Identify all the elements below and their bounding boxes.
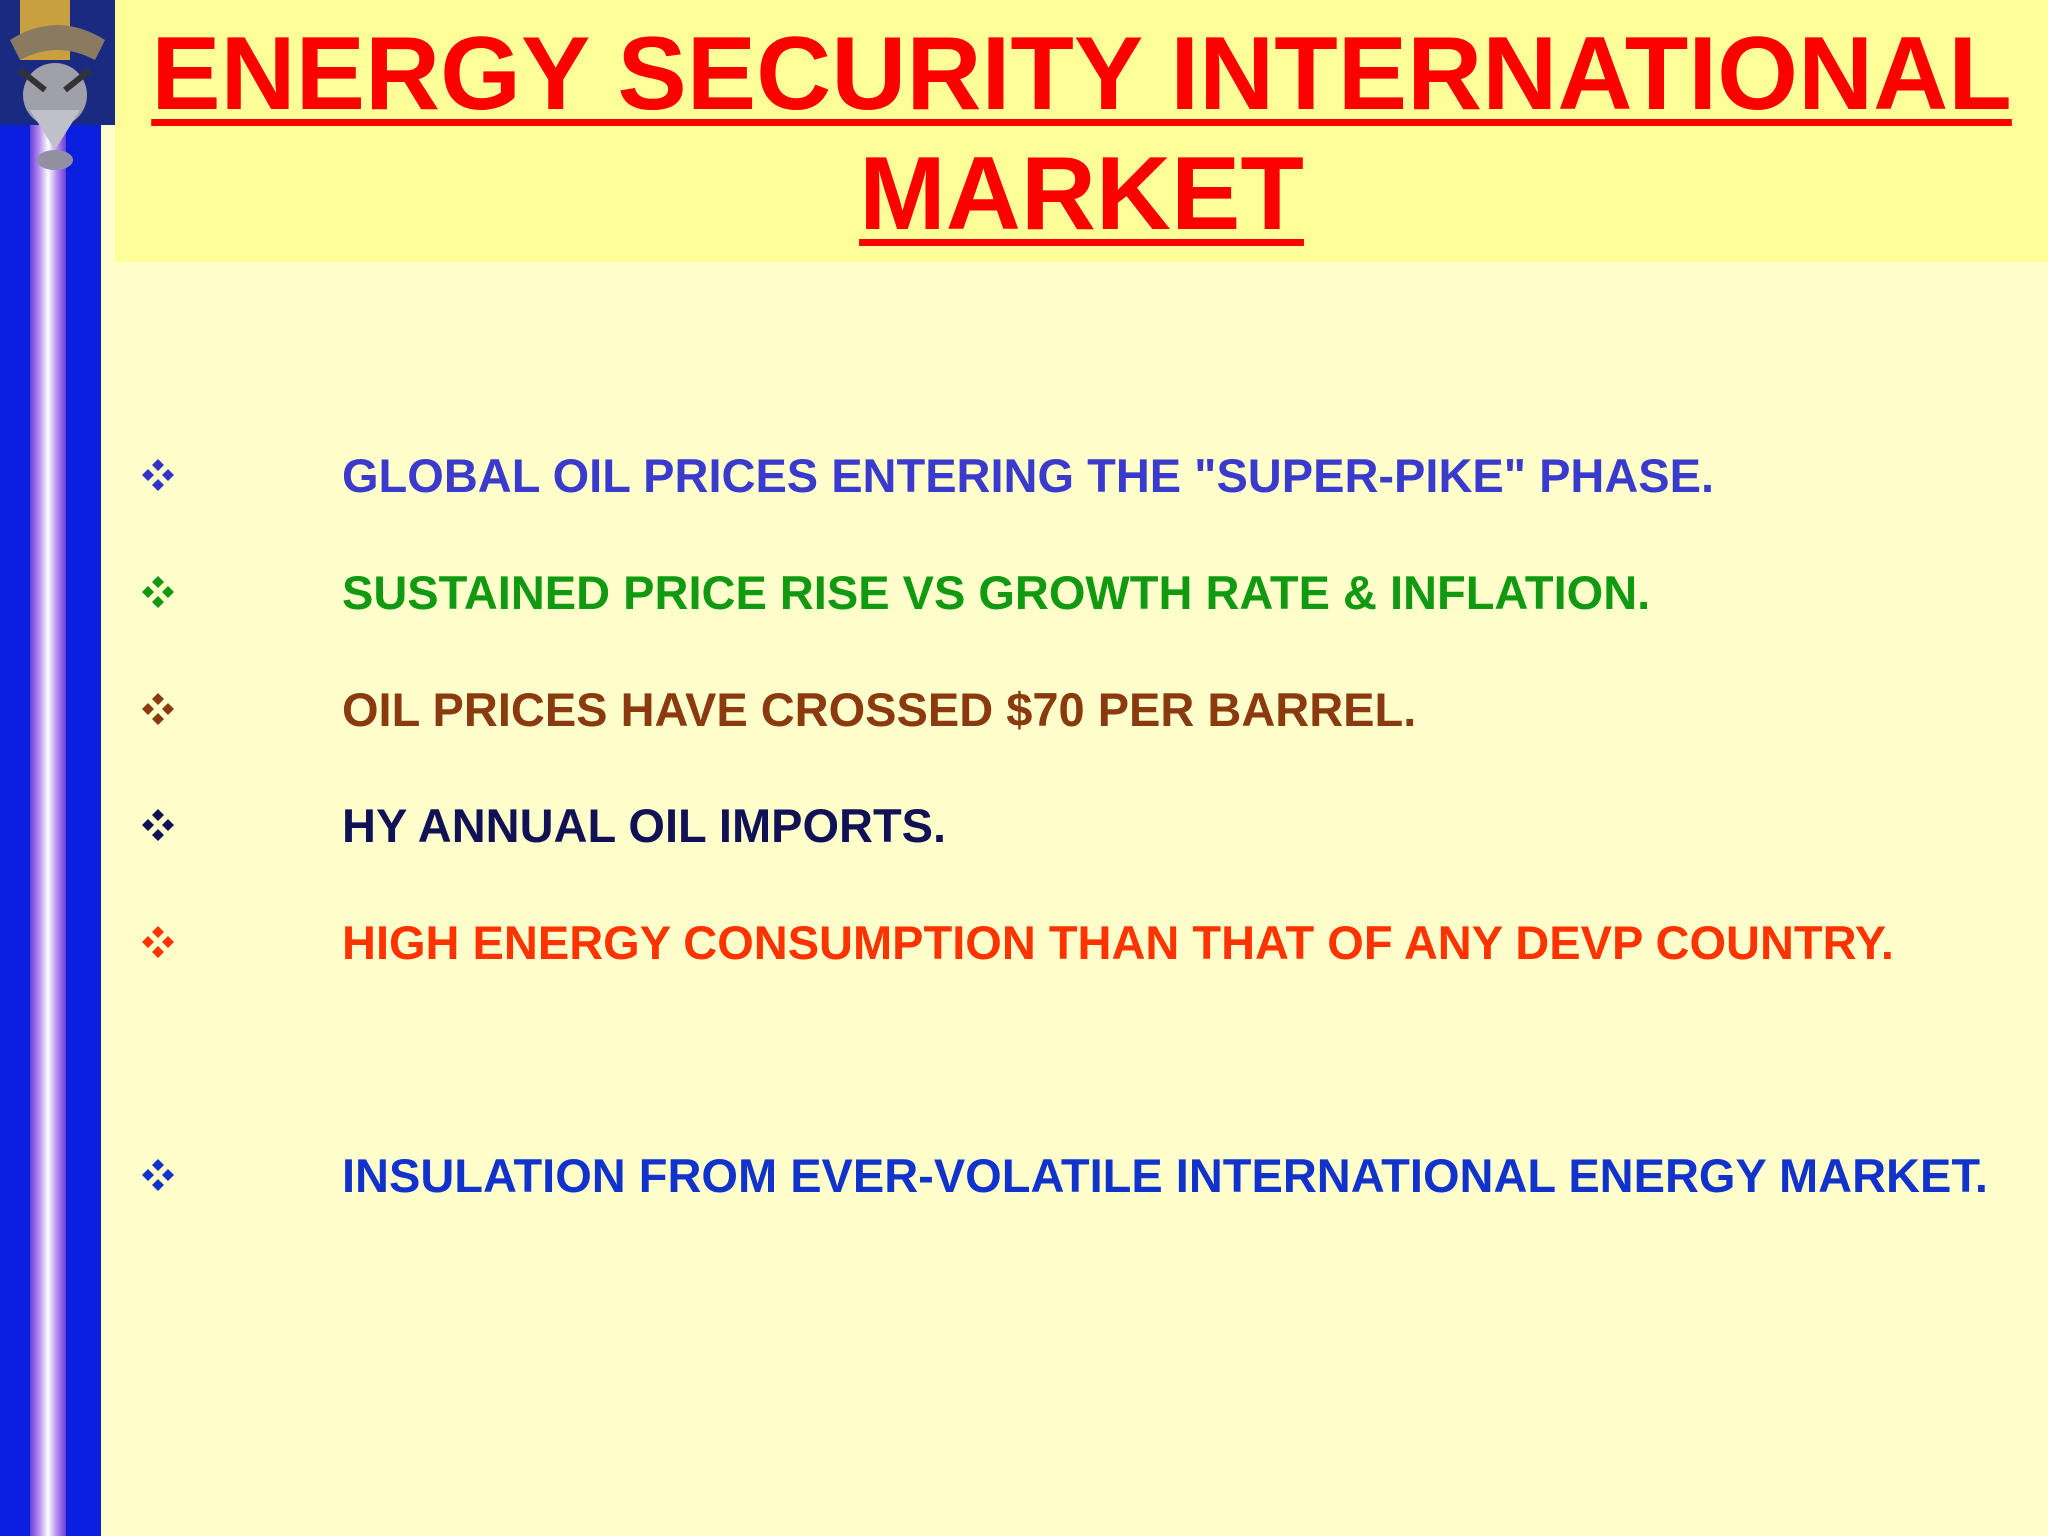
title-text: ENERGY SECURITY INTERNATIONAL MARKET bbox=[151, 16, 2012, 252]
bullet-icon bbox=[142, 1159, 174, 1191]
bullet-icon bbox=[142, 809, 174, 841]
bullet-text: GLOBAL OIL PRICES ENTERING THE "SUPER-PI… bbox=[342, 449, 1715, 502]
bullet-text: HIGH ENERGY CONSUMPTION THAN THAT OF ANY… bbox=[342, 916, 1894, 969]
logo bbox=[0, 0, 115, 170]
bullet-text: SUSTAINED PRICE RISE VS GROWTH RATE & IN… bbox=[342, 566, 1651, 619]
bullet-text: INSULATION FROM EVER-VOLATILE INTERNATIO… bbox=[342, 1149, 1988, 1202]
bullet-icon bbox=[142, 576, 174, 608]
bullet-text: OIL PRICES HAVE CROSSED $70 PER BARREL. bbox=[342, 683, 1417, 736]
bullet-icon bbox=[142, 693, 174, 725]
sidebar bbox=[0, 0, 101, 1536]
title: ENERGY SECURITY INTERNATIONAL MARKET bbox=[115, 14, 2048, 254]
bullet-icon bbox=[142, 459, 174, 491]
bullet-text: HY ANNUAL OIL IMPORTS. bbox=[342, 799, 947, 852]
title-band bbox=[115, 0, 2048, 262]
sidebar-stripe bbox=[30, 0, 66, 1536]
bullet-icon bbox=[142, 926, 174, 958]
